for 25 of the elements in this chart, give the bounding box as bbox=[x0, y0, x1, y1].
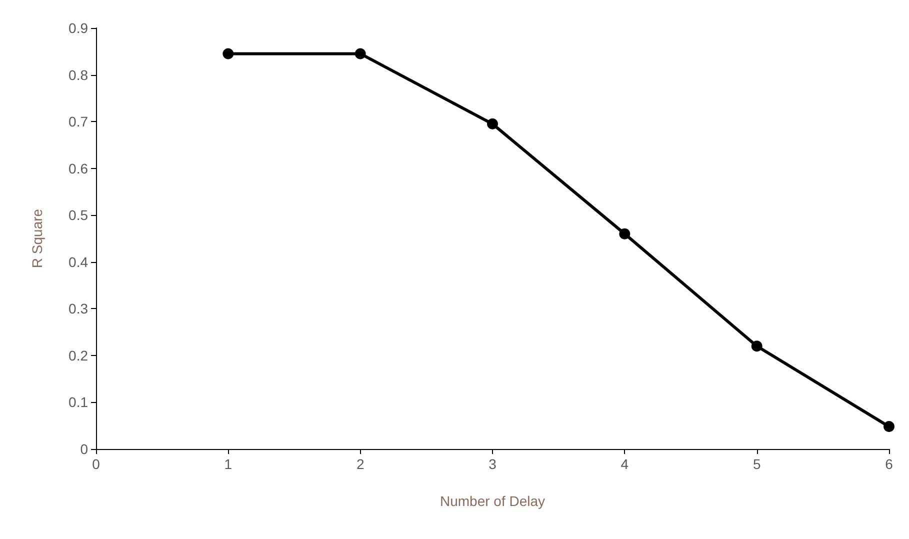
point bbox=[354, 48, 366, 60]
x-tick-label: 4 bbox=[620, 456, 629, 472]
point bbox=[222, 48, 234, 60]
y-tick-label: 0.4 bbox=[68, 254, 88, 270]
y-axis-title: R Square bbox=[29, 208, 45, 268]
point bbox=[751, 340, 762, 352]
y-tick-label: 0.7 bbox=[68, 114, 88, 130]
y-tick-label: 0.6 bbox=[68, 160, 88, 176]
y-tick-label: 0.8 bbox=[68, 66, 88, 83]
x-tick-label: 2 bbox=[356, 456, 364, 472]
x-tick-label: 6 bbox=[885, 456, 894, 472]
x-tick-label: 0 bbox=[92, 456, 100, 472]
y-tick-label: 0.1 bbox=[68, 394, 88, 410]
point bbox=[884, 421, 894, 432]
x-tick-label: 3 bbox=[488, 456, 497, 472]
y-tick-label: 0.2 bbox=[68, 347, 88, 364]
y-tick-label: 0.5 bbox=[68, 207, 88, 224]
point bbox=[487, 118, 498, 130]
y-tick-label: 0 bbox=[80, 441, 88, 457]
point bbox=[619, 228, 630, 240]
x-axis-title: Number of Delay bbox=[440, 493, 546, 509]
x-tick-label: 5 bbox=[752, 456, 761, 472]
y-tick-label: 0.3 bbox=[68, 300, 88, 317]
y-tick-label: 0.9 bbox=[68, 20, 88, 36]
x-tick-label: 1 bbox=[224, 456, 232, 472]
